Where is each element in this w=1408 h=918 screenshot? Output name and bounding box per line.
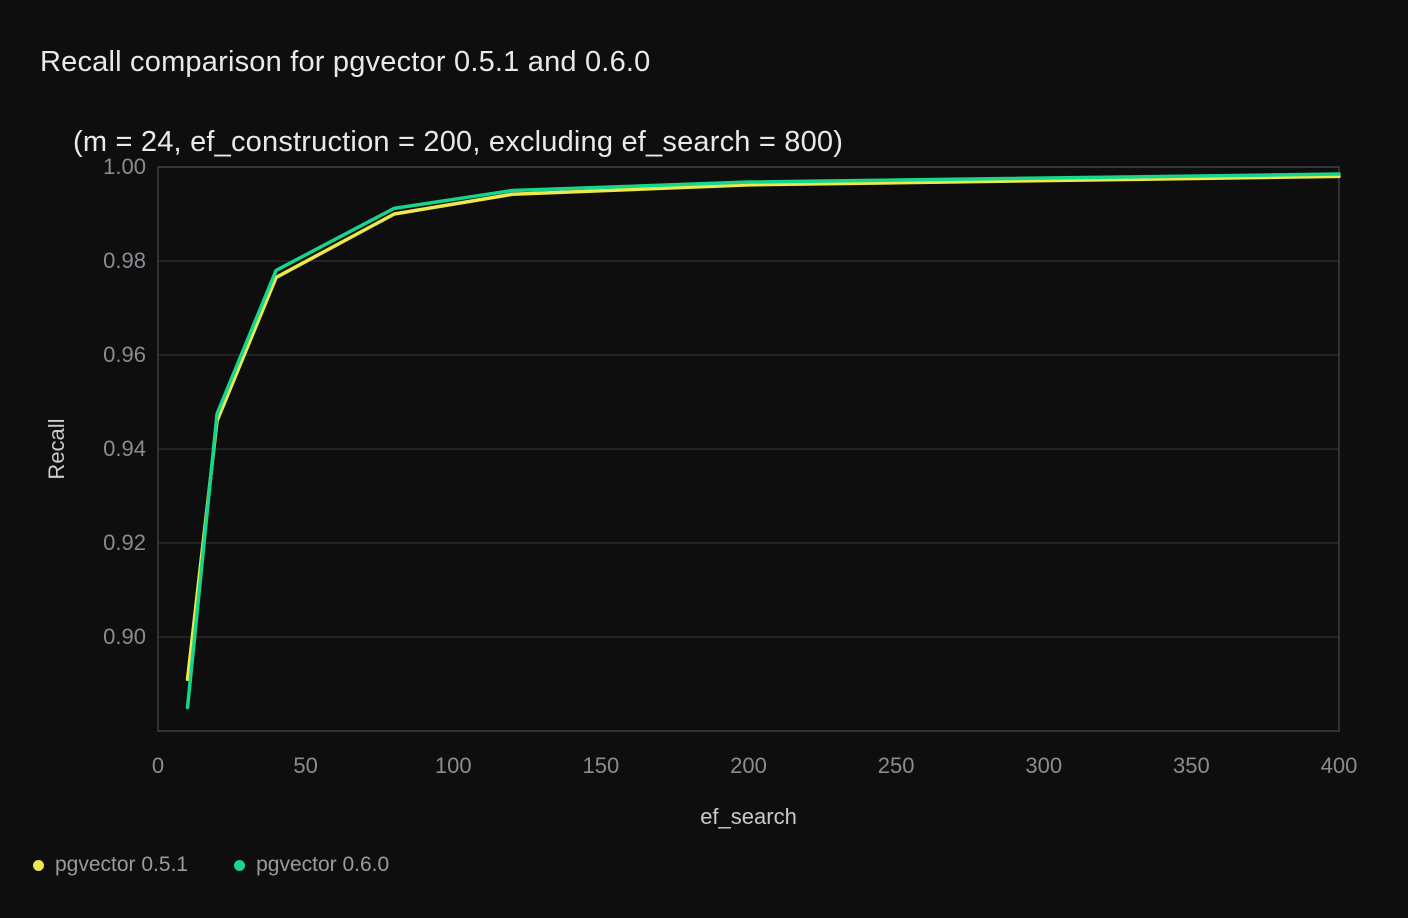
y-tick-label-0.90: 0.90 <box>103 624 146 649</box>
y-tick-label-0.98: 0.98 <box>103 248 146 273</box>
legend: pgvector 0.5.1 pgvector 0.6.0 <box>33 853 389 877</box>
y-axis-title: Recall <box>44 418 69 480</box>
x-tick-label-0: 0 <box>151 753 165 778</box>
legend-dot-pgvector-051-icon <box>33 859 44 871</box>
chart-subtitle: (m = 24, ef_construction = 200, excludin… <box>73 126 844 158</box>
legend-item-pgvector-060[interactable]: pgvector 0.6.0 <box>234 853 389 877</box>
legend-dot-pgvector-060-icon <box>234 859 246 871</box>
y-tick-label-0.94: 0.94 <box>103 436 146 461</box>
x-axis-title: ef_search <box>700 804 797 829</box>
plot-border <box>157 166 1340 732</box>
legend-item-pgvector-051[interactable]: pgvector 0.5.1 <box>33 853 188 877</box>
x-tick-label-300: 300 <box>1025 753 1063 778</box>
x-tick-label-150: 150 <box>582 753 620 778</box>
legend-label-pgvector-060: pgvector 0.6.0 <box>256 853 390 876</box>
y-tick-label-0.96: 0.96 <box>103 342 146 367</box>
y-tick-label-0.92: 0.92 <box>103 530 146 555</box>
x-tick-label-400: 400 <box>1320 753 1358 778</box>
x-tick-label-250: 250 <box>877 753 915 778</box>
x-tick-label-50: 50 <box>293 753 318 778</box>
x-tick-label-350: 350 <box>1173 753 1210 778</box>
chart-title-line1: Recall comparison for pgvector 0.5.1 and… <box>40 46 651 78</box>
x-tick-label-200: 200 <box>730 753 767 778</box>
y-tick-label-1.00: 1.00 <box>103 154 146 179</box>
chart-title: Recall comparison for pgvector 0.5.1 and… <box>40 42 843 202</box>
series-line-pgvector-0-6-0 <box>185 172 1341 710</box>
series-line-pgvector-0-5-1 <box>185 174 1341 682</box>
x-tick-label-100: 100 <box>434 753 472 778</box>
legend-label-pgvector-051: pgvector 0.5.1 <box>55 853 189 876</box>
